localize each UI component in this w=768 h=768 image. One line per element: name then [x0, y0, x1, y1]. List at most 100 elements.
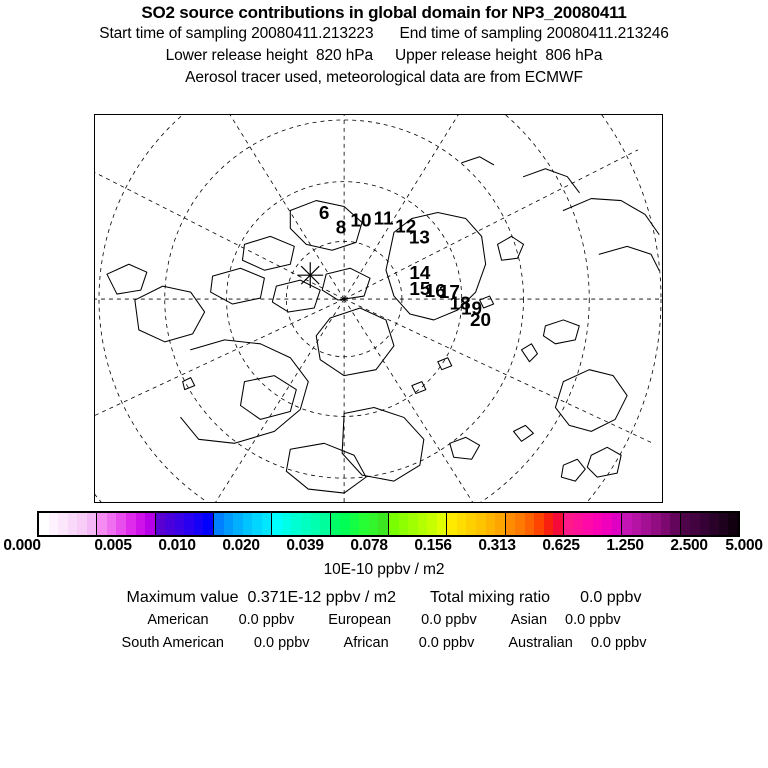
- region-value-african: 0.0 ppbv: [418, 635, 475, 651]
- colorbar-segment-7: [447, 513, 506, 535]
- colorbar-tick-0.039: 0.039: [286, 537, 324, 554]
- total-mixing-ratio-value: 0.0 ppbv: [580, 589, 642, 606]
- end-time-label: End time of sampling: [399, 25, 543, 42]
- stat-row-maximum: Maximum value 0.371E-12 ppbv / m2 Total …: [0, 586, 768, 609]
- colorbar-tick-0.010: 0.010: [158, 537, 196, 554]
- release-height-row: Lower release height 820 hPa Upper relea…: [0, 45, 768, 67]
- colorbar-step: [466, 513, 476, 535]
- graticule-meridians: [95, 115, 662, 502]
- colorbar-step: [602, 513, 612, 535]
- sampling-time-row: Start time of sampling 20080411.213223 E…: [0, 23, 768, 45]
- colorbar-step: [641, 513, 651, 535]
- lower-release-label: Lower release height: [165, 47, 308, 64]
- colorbar-step: [563, 513, 574, 535]
- colorbar-tick-labels: 0.000 0.005 0.010 0.020 0.039 0.078 0.156 0.313…: [0, 537, 768, 557]
- colorbar-segment-10: [622, 513, 681, 535]
- trajectory-label-8: 8: [336, 217, 347, 238]
- colorbar-segment-0: [39, 513, 98, 535]
- colorbar-step: [67, 513, 78, 535]
- colorbar-units-label: 10E-10 ppbv / m2: [323, 561, 445, 578]
- trajectory-label-6: 6: [319, 203, 330, 224]
- trajectory-label-11: 11: [374, 209, 394, 230]
- colorbar-step: [106, 513, 117, 535]
- colorbar-step: [242, 513, 253, 535]
- colorbar-step: [116, 513, 127, 535]
- colorbar-step: [495, 513, 505, 535]
- region-label-american: American: [147, 612, 209, 628]
- colorbar-tick-5.000: 5.000: [725, 537, 763, 554]
- upper-release-label: Upper release height: [395, 47, 537, 64]
- colorbar-step: [592, 513, 603, 535]
- region-value-australian: 0.0 ppbv: [590, 635, 647, 651]
- colorbar-step: [155, 513, 166, 535]
- colorbar: [37, 511, 740, 537]
- colorbar-step: [39, 513, 49, 535]
- coastlines: [106, 156, 660, 494]
- colorbar-step: [660, 513, 671, 535]
- colorbar-step: [670, 513, 680, 535]
- colorbar-step: [553, 513, 563, 535]
- maximum-value: 0.371E-12 ppbv / m2: [247, 589, 397, 606]
- stat-row-regions-2: South American 0.0 ppbv African 0.0 ppbv…: [0, 632, 768, 655]
- colorbar-segment-1: [97, 513, 156, 535]
- start-time-label: Start time of sampling: [99, 25, 247, 42]
- trajectory-label-10: 10: [350, 210, 371, 231]
- colorbar-step: [330, 513, 341, 535]
- colorbar-step: [583, 513, 593, 535]
- colorbar-step: [543, 513, 554, 535]
- colorbar-step: [505, 513, 516, 535]
- colorbar-segment-6: [388, 513, 448, 535]
- colorbar-step: [320, 513, 330, 535]
- end-time-value: 20080411.213246: [546, 25, 669, 42]
- colorbar-step: [427, 513, 437, 535]
- colorbar-step: [291, 513, 301, 535]
- colorbar-step: [622, 513, 632, 535]
- colorbar-step: [174, 513, 185, 535]
- colorbar-step: [611, 513, 622, 535]
- colorbar-step: [515, 513, 525, 535]
- trajectory-label-14: 14: [409, 263, 431, 284]
- colorbar-step: [524, 513, 535, 535]
- colorbar-step: [223, 513, 234, 535]
- colorbar-tick-0.005: 0.005: [94, 537, 132, 554]
- colorbar-segment-9: [563, 513, 623, 535]
- trajectory-label-17: 17: [439, 282, 460, 303]
- colorbar-step: [534, 513, 544, 535]
- maximum-value-label: Maximum value: [126, 589, 239, 606]
- colorbar-step: [631, 513, 642, 535]
- colorbar-step: [184, 513, 194, 535]
- colorbar-tick-0.625: 0.625: [542, 537, 580, 554]
- colorbar-tick-2.500: 2.500: [670, 537, 708, 554]
- region-label-south-american: South American: [121, 635, 224, 651]
- colorbar-step: [475, 513, 486, 535]
- upper-release-value: 806 hPa: [545, 47, 603, 64]
- region-label-african: African: [343, 635, 389, 651]
- region-value-european: 0.0 ppbv: [421, 612, 477, 628]
- release-site-marker: [297, 262, 324, 289]
- colorbar-step: [456, 513, 467, 535]
- colorbar-step: [485, 513, 496, 535]
- total-mixing-ratio-label: Total mixing ratio: [430, 589, 551, 606]
- colorbar-step: [349, 513, 360, 535]
- colorbar-tick-1.250: 1.250: [606, 537, 644, 554]
- colorbar-step: [58, 513, 68, 535]
- colorbar-step: [417, 513, 428, 535]
- colorbar-step: [203, 513, 214, 535]
- colorbar-step: [193, 513, 204, 535]
- colorbar-step: [340, 513, 350, 535]
- region-label-australian: Australian: [508, 635, 573, 651]
- tracer-note: Aerosol tracer used, meteorological data…: [185, 69, 583, 86]
- colorbar-tick-0.078: 0.078: [350, 537, 388, 554]
- map-plot-panel: 6 8 10 11 12 13 14 15 16 17 18 19 20: [94, 114, 663, 503]
- colorbar-step: [77, 513, 87, 535]
- region-value-asian: 0.0 ppbv: [565, 612, 621, 628]
- region-label-european: European: [328, 612, 392, 628]
- colorbar-step: [699, 513, 710, 535]
- colorbar-step: [709, 513, 719, 535]
- colorbar-step: [165, 513, 175, 535]
- colorbar-step: [718, 513, 729, 535]
- stat-row-regions-1: American 0.0 ppbv European 0.0 ppbv Asia…: [0, 609, 768, 632]
- colorbar-step: [573, 513, 584, 535]
